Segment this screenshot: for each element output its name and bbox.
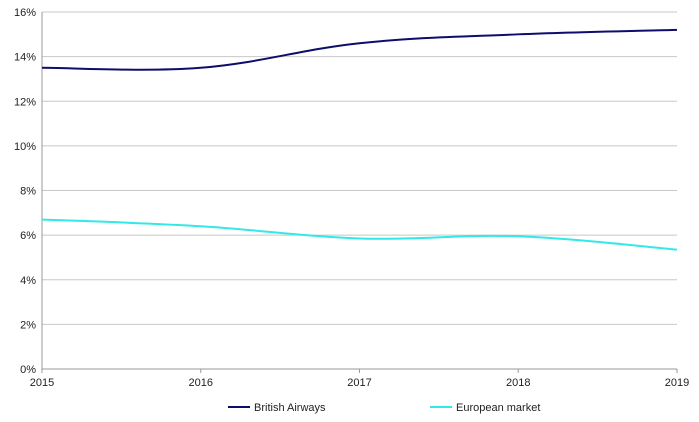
x-tick-label: 2019 (665, 377, 689, 389)
x-tick-label: 2016 (189, 377, 213, 389)
series-lines (41, 28, 678, 251)
y-tick-label: 2% (20, 319, 36, 331)
y-tick-label: 8% (20, 186, 36, 198)
x-tick-label: 2015 (30, 377, 54, 389)
y-axis: 0% 2% 4% 6% 8% 10% 12% 14% 16% (14, 7, 43, 376)
y-tick-label: 10% (14, 141, 36, 153)
series-line-british-airways (41, 28, 678, 71)
y-tick-label: 12% (14, 96, 36, 108)
y-tick-label: 16% (14, 7, 36, 19)
y-tick-label: 6% (20, 230, 36, 242)
legend-label: European market (456, 402, 540, 414)
y-tick-label: 4% (20, 275, 36, 287)
y-tick-label: 14% (14, 52, 36, 64)
legend-label: British Airways (254, 402, 326, 414)
legend: British Airways European market (228, 402, 540, 414)
x-tick-label: 2017 (347, 377, 371, 389)
x-tick-label: 2018 (506, 377, 530, 389)
legend-item-european-market: European market (430, 402, 540, 414)
gridlines (42, 11, 677, 325)
x-axis: 2015 2016 2017 2018 2019 (30, 368, 689, 389)
legend-item-british-airways: British Airways (228, 402, 326, 414)
series-line-european-market (41, 218, 678, 251)
y-tick-label: 0% (20, 364, 36, 376)
